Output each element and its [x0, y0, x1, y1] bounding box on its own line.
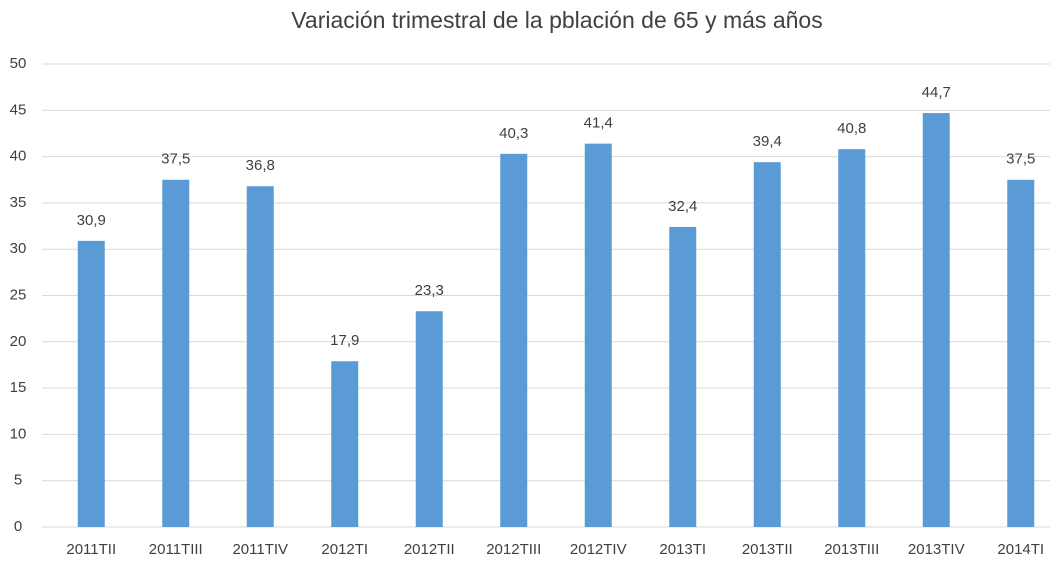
x-tick-label: 2014TI	[997, 541, 1044, 558]
bar	[500, 153, 528, 527]
y-tick-label: 25	[10, 286, 27, 303]
value-label: 37,5	[1006, 151, 1035, 168]
bar	[1007, 179, 1035, 527]
value-label: 39,4	[753, 133, 782, 150]
value-label: 36,8	[246, 157, 275, 174]
y-tick-label: 45	[10, 101, 27, 118]
x-tick-label: 2013TII	[742, 541, 793, 558]
value-label: 30,9	[77, 212, 106, 229]
bar	[77, 240, 105, 527]
bar	[331, 361, 359, 527]
x-tick-label: 2013TI	[659, 541, 706, 558]
x-tick-label: 2012TII	[404, 541, 455, 558]
y-tick-label: 40	[10, 148, 27, 165]
x-tick-label: 2012TIII	[486, 541, 541, 558]
bar	[838, 149, 866, 527]
y-tick-label: 35	[10, 194, 27, 211]
chart-title: Variación trimestral de la pblación de 6…	[291, 7, 822, 33]
bar	[922, 113, 950, 527]
x-tick-label: 2013TIV	[908, 541, 965, 558]
y-tick-label: 5	[14, 472, 22, 489]
value-label: 40,3	[499, 125, 528, 142]
bar	[669, 226, 697, 527]
x-tick-label: 2011TIII	[149, 541, 203, 558]
value-label: 32,4	[668, 198, 697, 215]
y-tick-label: 20	[10, 333, 27, 350]
bar	[753, 162, 781, 527]
x-tick-label: 2011TIV	[232, 541, 288, 558]
x-tick-label: 2012TI	[321, 541, 368, 558]
value-label: 40,8	[837, 120, 866, 137]
x-tick-label: 2012TIV	[570, 541, 627, 558]
value-label: 23,3	[415, 282, 444, 299]
value-label: 37,5	[161, 151, 190, 168]
bar	[584, 143, 612, 528]
y-tick-label: 50	[10, 55, 27, 72]
value-label: 44,7	[922, 84, 951, 101]
x-tick-label: 2013TIII	[824, 541, 879, 558]
y-tick-label: 30	[10, 240, 27, 257]
y-tick-label: 15	[10, 379, 27, 396]
bar	[415, 311, 443, 527]
bar	[162, 179, 190, 527]
y-tick-label: 10	[10, 425, 27, 442]
value-label: 41,4	[584, 115, 613, 132]
bar	[246, 186, 274, 527]
x-tick-label: 2011TII	[66, 541, 116, 558]
value-label: 17,9	[330, 332, 359, 349]
y-tick-label: 0	[14, 518, 22, 535]
